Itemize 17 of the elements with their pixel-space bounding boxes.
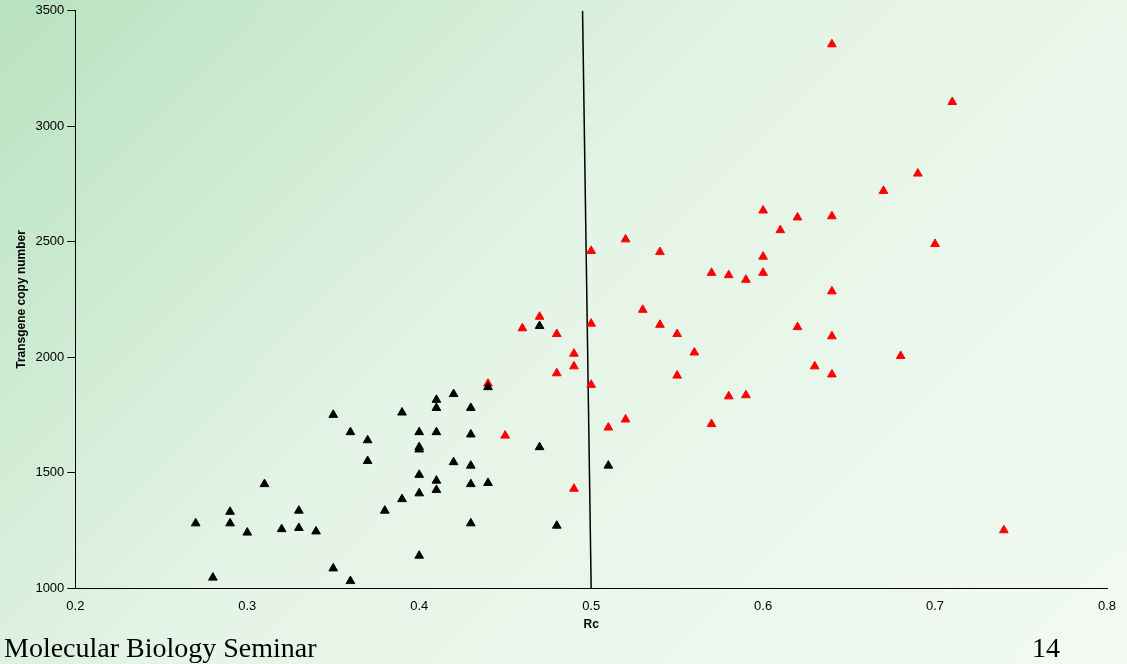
x-tick-label: 0.8	[1097, 598, 1117, 614]
y-tick-label: 3000	[35, 117, 65, 133]
y-tick-label: 1500	[35, 464, 65, 480]
x-tick-label: 0.2	[66, 598, 85, 614]
text: 14	[1032, 632, 1060, 664]
y-tick-label: 2000	[35, 348, 65, 364]
x-tick-label: 0.7	[926, 598, 945, 614]
y-tick-label: 1000	[35, 579, 65, 595]
x-tick-label: 0.5	[582, 598, 601, 614]
y-axis-title: Transgene copy number	[13, 229, 28, 369]
y-tick-label: 3500	[35, 2, 65, 18]
x-tick-label: 0.3	[238, 598, 257, 614]
x-tick-label: 0.6	[754, 598, 773, 614]
y-tick-label: 2500	[35, 233, 65, 249]
text: Molecular Biology Seminar	[4, 632, 318, 664]
x-tick-label: 0.4	[410, 598, 429, 614]
x-axis-title: Rc	[583, 617, 600, 632]
